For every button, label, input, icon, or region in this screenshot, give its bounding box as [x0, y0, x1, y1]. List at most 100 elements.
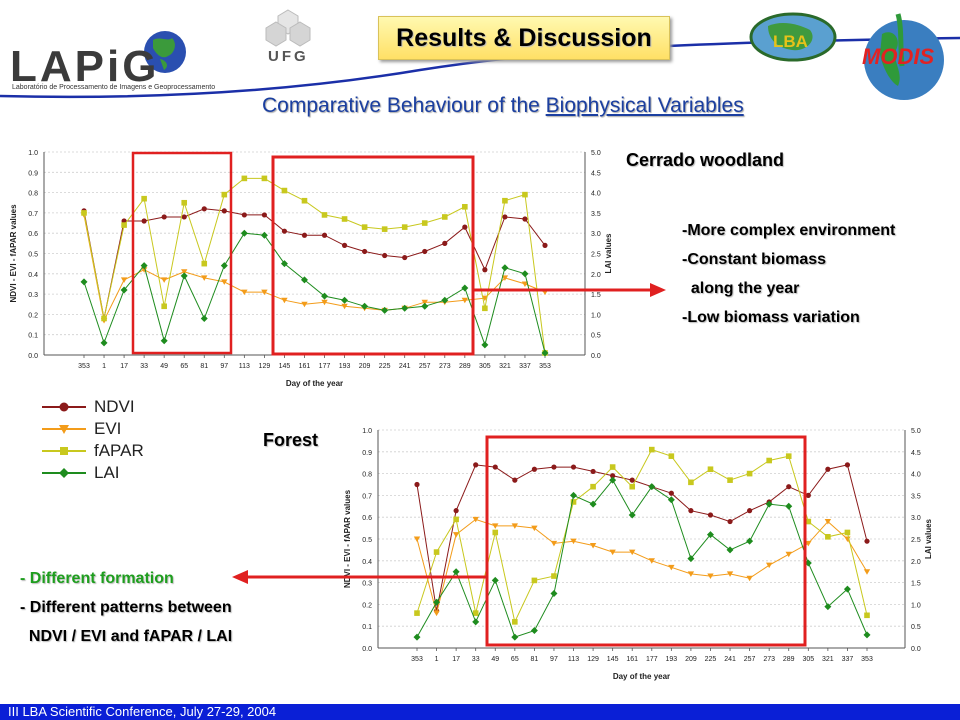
data-point-evi — [824, 519, 832, 525]
forest-bullet: NDVI / EVI and fAPAR / LAI — [20, 628, 233, 645]
data-point-evi — [805, 540, 812, 547]
y2-axis-label: LAI values — [604, 233, 613, 274]
data-point-evi — [261, 289, 268, 296]
x-tick-label: 177 — [319, 363, 331, 370]
x-tick-label: 353 — [861, 656, 873, 663]
y2-tick-label: 4.0 — [591, 191, 601, 198]
lba-logo: LBA — [748, 12, 838, 62]
x-axis-label: Day of the year — [286, 379, 343, 388]
data-point-lai — [200, 314, 208, 322]
y2-tick-label: 1.5 — [911, 581, 921, 588]
data-point-ndvi — [341, 242, 348, 248]
y2-tick-label: 2.0 — [591, 272, 601, 279]
data-point-fapar — [381, 226, 388, 232]
data-point-evi — [241, 289, 248, 296]
x-tick-label: 321 — [822, 656, 834, 663]
legend-label: EVI — [94, 419, 122, 438]
data-point-evi — [433, 610, 440, 617]
lapig-logo-subtitle: Laboratório de Processamento de Imagens … — [12, 84, 216, 91]
data-point-evi — [746, 575, 753, 582]
y-tick-label: 0.3 — [362, 581, 372, 588]
x-tick-label: 193 — [339, 363, 351, 370]
data-point-fapar — [668, 453, 675, 459]
y-tick-label: 0.7 — [28, 211, 38, 218]
data-point-fapar — [321, 212, 328, 218]
data-point-fapar — [121, 222, 127, 228]
data-point-fapar — [707, 466, 714, 473]
data-point-fapar — [766, 457, 772, 464]
data-point-fapar — [341, 216, 348, 222]
data-point-lai — [80, 278, 88, 286]
x-tick-label: 161 — [626, 656, 638, 663]
subtitle-prefix: Comparative Behaviour of the — [262, 94, 546, 117]
cerrado-chart: 0.0 0.1 0.2 0.3 0.4 0.5 0.6 0.7 0.8 0.9 1.0 0.0 0.5 1… — [9, 150, 613, 388]
y-tick-label: 1.0 — [28, 150, 38, 157]
data-point-fapar — [161, 303, 167, 310]
data-point-lai — [260, 231, 268, 239]
x-tick-label: 209 — [359, 363, 371, 370]
data-point-fapar — [746, 470, 753, 477]
data-point-fapar — [301, 197, 308, 204]
y-tick-label: 0.2 — [362, 602, 372, 609]
data-point-fapar — [531, 577, 538, 584]
data-point-lai — [421, 302, 429, 310]
y-tick-label: 0.7 — [362, 493, 372, 500]
data-point-ndvi — [531, 466, 537, 472]
y-tick-label: 0.9 — [362, 450, 372, 457]
data-point-evi — [413, 536, 421, 542]
data-point-ndvi — [261, 212, 267, 218]
data-point-fapar — [401, 224, 408, 230]
data-point-fapar — [462, 204, 468, 210]
data-point-lai — [240, 229, 248, 237]
y-tick-label: 0.0 — [362, 646, 372, 653]
page-subtitle: Comparative Behaviour of the Biophysical… — [262, 94, 744, 118]
data-point-ndvi — [590, 468, 596, 475]
legend-fapar-marker-icon — [42, 447, 86, 455]
y2-tick-label: 1.0 — [591, 312, 601, 319]
data-point-lai — [541, 349, 549, 357]
y2-tick-label: 4.0 — [911, 472, 921, 479]
data-point-lai — [220, 262, 228, 270]
legend-ndvi-marker-icon — [42, 402, 86, 412]
data-point-ndvi — [707, 512, 714, 518]
x-tick-label: 17 — [120, 363, 128, 370]
legend-lai-marker-icon — [42, 468, 86, 478]
y-tick-label: 0.0 — [28, 353, 38, 360]
lba-logo-text: LBA — [773, 32, 808, 51]
y2-tick-label: 3.5 — [591, 211, 601, 218]
data-point-evi — [481, 295, 489, 302]
data-point-lai — [341, 296, 349, 304]
data-point-evi — [501, 275, 509, 281]
x-tick-label: 225 — [705, 656, 717, 663]
data-point-lai — [452, 568, 460, 576]
x-tick-label: 289 — [459, 363, 471, 370]
x-tick-label: 81 — [530, 656, 538, 663]
y-tick-label: 0.4 — [362, 559, 372, 566]
data-point-fapar — [453, 516, 459, 523]
legend-item-fapar: fAPAR — [40, 440, 144, 462]
y2-tick-label: 0.5 — [591, 333, 601, 340]
x-tick-label: 289 — [783, 656, 795, 663]
data-point-ndvi — [462, 224, 468, 230]
modis-logo: MODIS — [852, 6, 954, 106]
x-tick-label: 97 — [550, 656, 558, 663]
ufg-logo: UFG — [262, 8, 314, 65]
series-line-evi — [83, 214, 546, 323]
x-tick-label: 17 — [452, 656, 460, 663]
x-tick-label: 113 — [239, 363, 250, 370]
data-point-ndvi — [241, 212, 247, 218]
data-point-lai — [648, 483, 656, 491]
data-point-lai — [481, 341, 489, 349]
y2-tick-label: 4.5 — [911, 450, 921, 457]
cerrado-bullet: along the year — [682, 280, 800, 297]
y-tick-label: 0.6 — [362, 515, 372, 522]
data-point-ndvi — [161, 214, 167, 220]
x-tick-label: 33 — [472, 656, 480, 663]
y2-tick-label: 0.5 — [911, 624, 921, 631]
data-point-lai — [491, 576, 499, 584]
x-tick-label: 305 — [802, 656, 814, 663]
modis-globe-icon — [864, 13, 944, 100]
x-tick-label: 129 — [587, 656, 599, 663]
x-tick-label: 353 — [411, 656, 423, 663]
legend-evi-marker-icon — [42, 425, 86, 434]
